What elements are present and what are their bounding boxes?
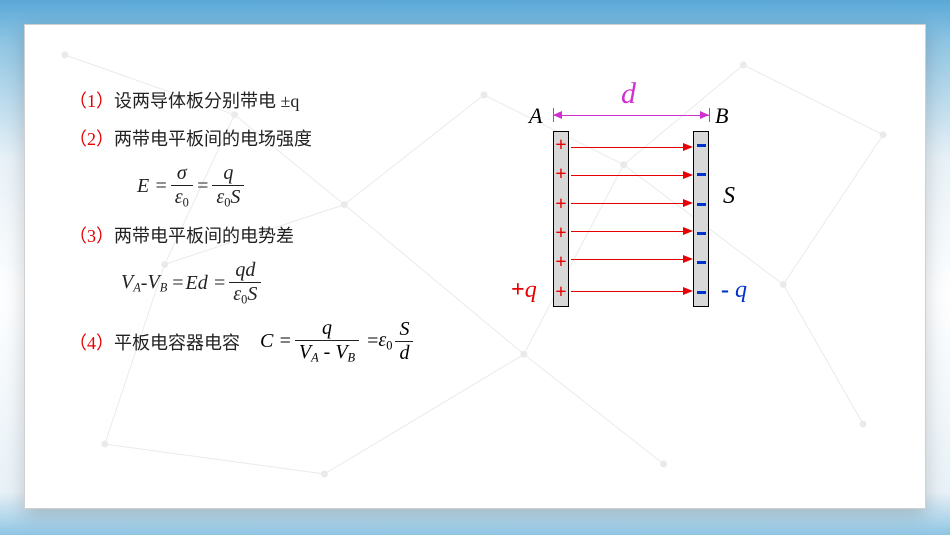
fraction: q VA - VB bbox=[295, 318, 359, 365]
field-line bbox=[571, 259, 691, 260]
plus-icon: + bbox=[555, 163, 566, 186]
item-number: （4） bbox=[69, 329, 114, 355]
label-minus-q: - q bbox=[721, 277, 747, 304]
plus-icon: + bbox=[555, 193, 566, 216]
field-line bbox=[571, 147, 691, 148]
item-number: （2） bbox=[69, 125, 114, 151]
minus-icon bbox=[697, 144, 706, 147]
fraction: σ ε0 bbox=[171, 163, 193, 210]
slide-card: （1） 设两导体板分别带电 ±q （2） 两带电平板间的电场强度 E = σ ε… bbox=[24, 24, 926, 509]
minus-icon bbox=[697, 203, 706, 206]
plus-icon: + bbox=[555, 134, 566, 157]
minus-icon bbox=[697, 261, 706, 264]
item-text: 平板电容器电容 bbox=[114, 329, 240, 355]
item-text: 设两导体板分别带电 ±q bbox=[114, 87, 299, 113]
label-B: B bbox=[715, 103, 728, 129]
negative-charges bbox=[693, 131, 709, 307]
plus-icon: + bbox=[555, 251, 566, 274]
equation-C: C = q VA - VB = ε0 S d bbox=[260, 318, 416, 365]
item-text: 两带电平板间的电势差 bbox=[114, 222, 294, 248]
label-plus-q: +q bbox=[511, 277, 537, 304]
label-A: A bbox=[529, 103, 542, 129]
plus-icon: + bbox=[555, 222, 566, 245]
minus-icon bbox=[697, 291, 706, 294]
fraction: S d bbox=[395, 319, 413, 364]
minus-icon bbox=[697, 173, 706, 176]
fraction: q ε0S bbox=[212, 163, 244, 210]
field-line bbox=[571, 203, 691, 204]
label-d: d bbox=[621, 77, 636, 111]
fraction: qd ε0S bbox=[229, 260, 261, 307]
item-number: （1） bbox=[69, 87, 114, 113]
item-number: （3） bbox=[69, 222, 114, 248]
dimension-tick bbox=[709, 108, 710, 122]
label-S: S bbox=[723, 183, 735, 210]
item-text: 两带电平板间的电场强度 bbox=[114, 125, 312, 151]
capacitor-diagram: d A B S + + + + + + +q - q bbox=[483, 75, 813, 355]
eq-lhs: E = bbox=[137, 175, 168, 198]
field-line bbox=[571, 175, 691, 176]
dimension-d bbox=[553, 115, 709, 116]
positive-charges: + + + + + + bbox=[553, 131, 569, 307]
minus-icon bbox=[697, 232, 706, 235]
plus-icon: + bbox=[555, 281, 566, 304]
field-line bbox=[571, 231, 691, 232]
field-line bbox=[571, 291, 691, 292]
